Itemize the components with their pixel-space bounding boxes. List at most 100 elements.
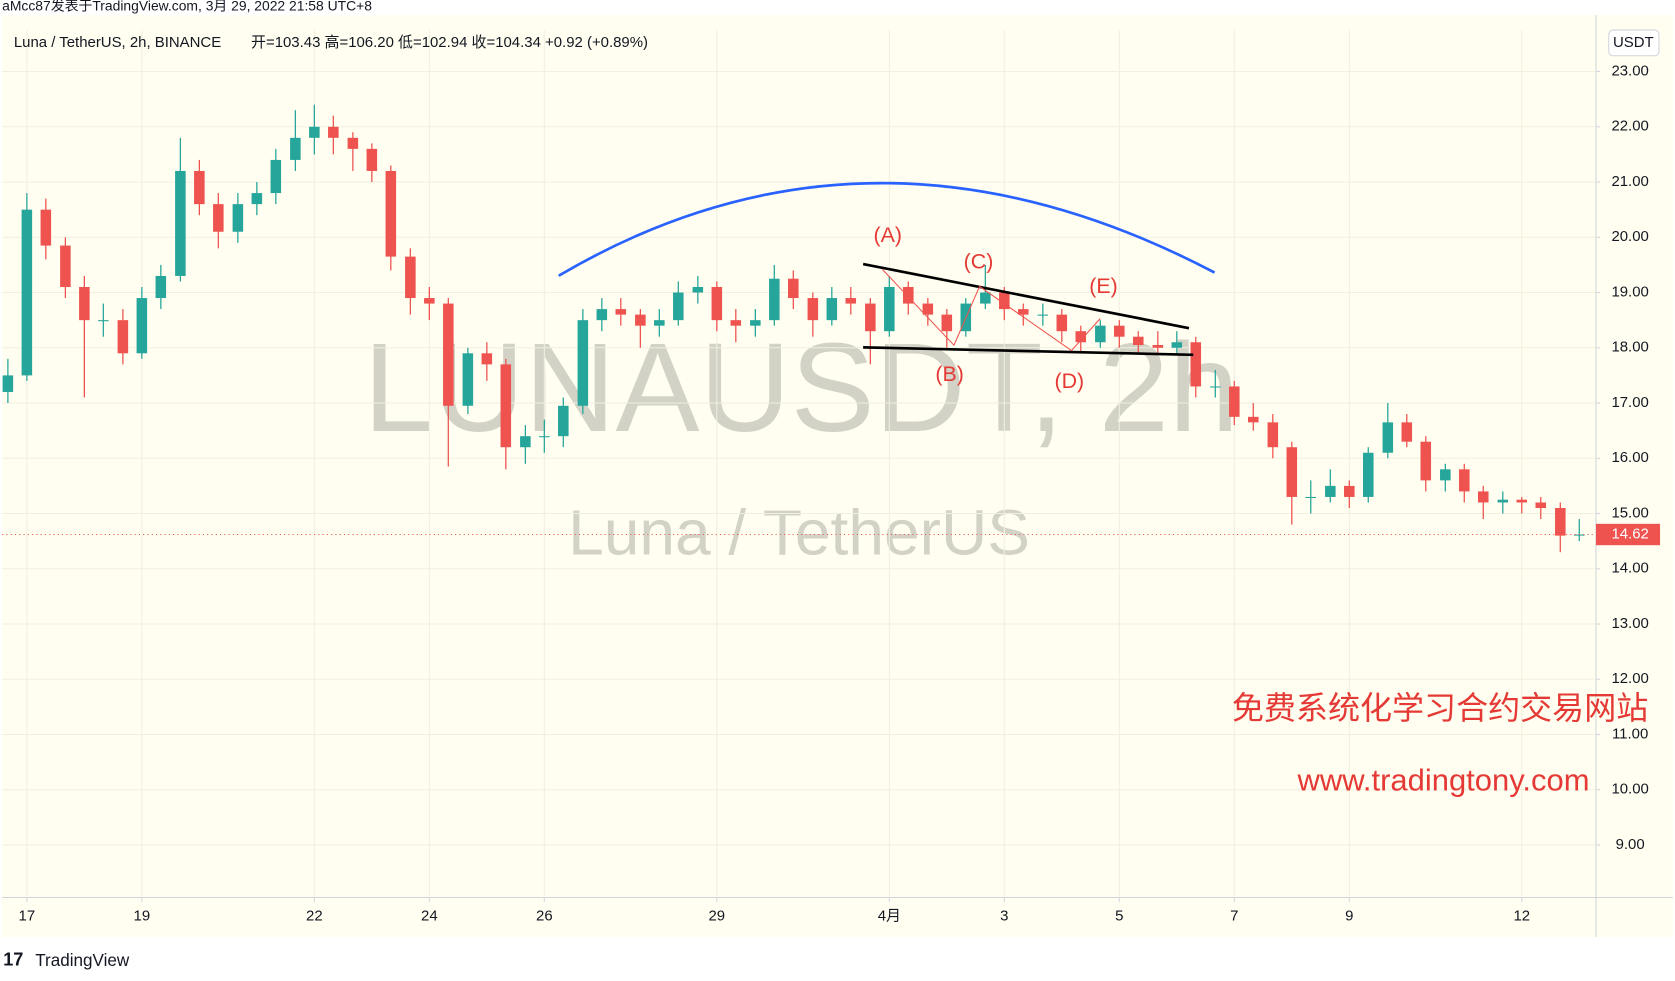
candle-body [1497,499,1509,503]
candle-body [1555,507,1566,536]
candle-body [1247,416,1259,423]
candle-body [807,298,819,321]
candle-body [788,278,799,299]
candle-body [1114,325,1125,337]
candle-body [251,193,263,205]
candle-body [1362,452,1374,497]
candle-body [79,286,90,321]
x-tick-label: 5 [1115,908,1123,925]
y-tick-label: 16.00 [1611,449,1648,466]
watermark-sub: Luna / TetherUS [568,496,1030,568]
candle-body [1440,469,1451,481]
candle-body [136,298,148,354]
wave-label: (B) [935,362,963,386]
promo-text: 免费系统化学习合约交易网站 [1232,690,1648,726]
x-tick-label: 3 [1000,908,1008,925]
y-tick-label: 13.00 [1611,615,1648,632]
candle-body [21,209,33,376]
y-tick-label: 9.00 [1616,836,1645,853]
x-tick-label: 9 [1345,908,1353,925]
candle-body [1095,325,1106,343]
candle-body [1305,496,1317,499]
time-axis-background [2,897,1673,938]
candle-body [865,303,876,332]
wave-label: (A) [873,223,901,247]
candle-body [1286,447,1298,497]
candle-body [213,204,224,232]
candle-body [711,286,723,321]
candle-body [922,303,934,315]
candle-body [1459,469,1470,492]
candle-body [1382,422,1394,453]
y-tick-label: 20.00 [1611,228,1648,245]
price-axis-background [1595,15,1673,898]
y-tick-label: 11.00 [1612,725,1648,742]
candle-body [290,137,301,160]
candle-body [1325,485,1336,497]
candle-body [577,320,589,406]
x-tick-label: 29 [709,908,726,925]
candle-body [1267,422,1279,448]
candle-body [175,170,186,276]
watermark: LUNAUSDT, 2h [363,317,1239,458]
candle-body [1037,314,1049,316]
promo-url: www.tradingtony.com [1297,762,1590,797]
x-tick-label: 12 [1513,908,1530,925]
candle-body [309,126,320,138]
candle-body [443,303,454,406]
x-tick-label: 4月 [878,908,901,925]
candle-body [2,375,14,392]
candle-body [1477,491,1489,503]
wave-line [881,269,1101,352]
y-tick-label: 22.00 [1611,118,1648,135]
candle-body [270,159,282,194]
candle-body [1152,345,1164,348]
candle-body [232,204,244,232]
candle-body [1574,534,1585,536]
candle-body [347,137,359,149]
candle-body [155,275,167,299]
candle-body [520,436,531,448]
y-tick-label: 10.00 [1611,781,1648,798]
x-tick-label: 24 [421,908,438,925]
last-price-tag [1595,523,1661,546]
trend-line [862,262,1190,330]
candle-body [117,320,129,354]
wave-label: (D) [1054,369,1084,393]
candle-body [826,298,838,321]
candle-body [1056,314,1068,332]
candle-body [462,353,474,406]
candle-body [1190,342,1202,387]
candle-body [1018,309,1029,315]
candle-body [750,320,761,326]
candle-body [194,170,205,205]
candle-body [40,209,52,246]
ohlc-values: 开=103.43 高=106.20 低=102.94 收=104.34 +0.9… [251,34,648,51]
candle-body [60,245,71,287]
last-price-label: 14.62 [1611,525,1648,542]
y-tick-label: 18.00 [1611,339,1648,356]
footer-logo[interactable]: TradingView [35,951,130,970]
candle-body [1075,331,1087,343]
currency[interactable]: USDT [1613,34,1654,51]
candle-body [1401,422,1413,442]
currency-box[interactable] [1608,29,1660,57]
candle-body [941,314,953,332]
arc-drawing [558,181,1216,277]
y-tick-label: 19.00 [1611,283,1648,300]
header: aMcc87发表于TradingView.com, 3月 29, 2022 21… [2,0,372,13]
candle-body [424,298,435,304]
candle-body [903,286,914,304]
y-tick-label: 21.00 [1611,173,1648,190]
candle-body [730,320,742,326]
y-tick-label: 14.00 [1611,560,1648,577]
x-tick-label: 19 [134,908,151,925]
x-tick-label: 22 [306,908,323,925]
y-tick-label: 23.00 [1611,62,1648,79]
symbol-title[interactable]: Luna / TetherUS, 2h, BINANCE [14,34,221,51]
plot-background [2,15,1596,898]
candle-body [615,309,627,315]
candle-body [692,286,704,293]
candle-body [328,126,339,138]
